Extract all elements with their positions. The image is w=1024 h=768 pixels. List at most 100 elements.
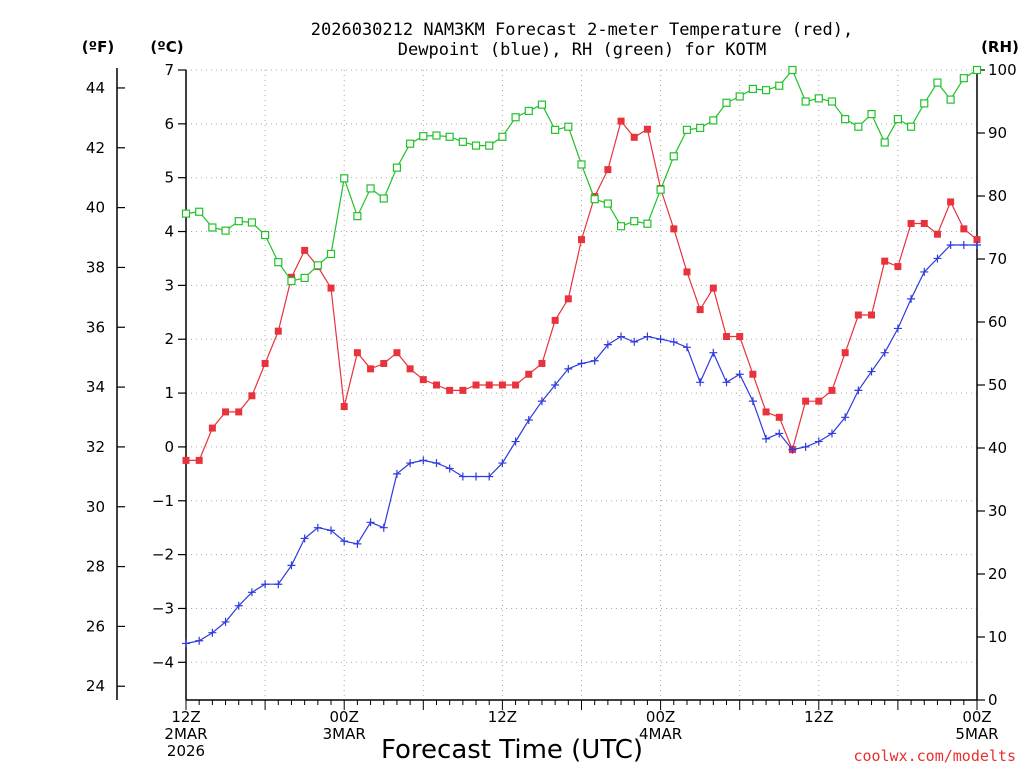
rh-tick-label: 30 (988, 502, 1007, 520)
rh-point (643, 219, 652, 228)
temperature-point (406, 365, 414, 373)
dewpoint-point (287, 561, 296, 570)
temperature-point (380, 359, 388, 367)
celsius-tick-label: −1 (152, 492, 174, 510)
celsius-unit-label: (ºC) (150, 38, 183, 56)
temperature-point (960, 225, 968, 233)
dewpoint-point (973, 241, 981, 249)
temperature-point (617, 117, 625, 125)
temperature-point (868, 311, 876, 319)
x-tick-label: 2026 (167, 742, 205, 760)
dewpoint-point (392, 469, 401, 478)
dewpoint-point (524, 416, 533, 424)
temperature-point (604, 166, 612, 174)
fahrenheit-unit-label: (ºF) (82, 38, 114, 56)
temperature-point (512, 381, 520, 389)
rh-point (234, 217, 243, 226)
dewpoint-point (327, 526, 336, 535)
dewpoint-point (564, 364, 573, 373)
rh-point (287, 276, 296, 286)
fahrenheit-tick-label: 34 (86, 378, 105, 396)
temperature-point (854, 311, 862, 319)
dewpoint-point (946, 241, 955, 249)
temperature-point (419, 376, 427, 384)
temperature-point (947, 198, 955, 206)
rh-tick-label: 60 (988, 313, 1007, 331)
rh-point (537, 100, 547, 109)
dewpoint-point (656, 335, 665, 344)
dewpoint-point (445, 464, 454, 473)
temperature-point (274, 327, 282, 335)
temperature-point (643, 125, 651, 133)
dewpoint-point (735, 370, 744, 379)
dewpoint-point (814, 437, 823, 446)
rh-point (564, 122, 573, 131)
rh-point (669, 152, 678, 161)
rh-point (656, 185, 665, 194)
dewpoint-point (762, 434, 771, 443)
x-tick-label: 00Z (962, 708, 991, 726)
dewpoint-point (208, 628, 217, 637)
dewpoint-point (195, 636, 204, 645)
dewpoint-point (498, 459, 507, 468)
temperature-point (235, 408, 243, 416)
temperature-point (736, 333, 744, 341)
rh-point (735, 92, 744, 101)
rh-point (326, 249, 336, 259)
rh-point (775, 81, 784, 90)
temperature-point (670, 225, 678, 233)
temperature-point (630, 133, 638, 141)
fahrenheit-tick-label: 36 (86, 318, 105, 336)
dewpoint-point (722, 378, 731, 387)
dewpoint-point (511, 437, 520, 446)
dewpoint-point (551, 381, 560, 389)
rh-point (603, 199, 612, 208)
temperature-point (538, 359, 546, 367)
rh-point (972, 65, 982, 75)
temperature-point (472, 381, 480, 389)
celsius-tick-label: 6 (164, 115, 174, 133)
x-tick-label: 00Z (330, 708, 359, 726)
rh-point (616, 222, 626, 231)
dewpoint-point (261, 580, 270, 589)
dewpoint-point (748, 397, 757, 406)
rh-point (353, 212, 362, 221)
dewpoint-point (537, 397, 546, 406)
dewpoint-point (247, 588, 256, 597)
temperature-point (564, 295, 572, 303)
dewpoint-point (920, 267, 929, 276)
rh-point (498, 132, 507, 141)
dewpoint-point (801, 442, 810, 451)
fahrenheit-tick-label: 32 (86, 438, 105, 456)
temperature-point (340, 403, 348, 411)
dewpoint-point (775, 429, 784, 438)
rh-unit-label: (RH) (981, 38, 1019, 56)
dewpoint-point (827, 429, 836, 438)
fahrenheit-tick-label: 40 (86, 199, 105, 217)
dewpoint-point (234, 601, 243, 610)
dewpoint-point (340, 537, 349, 546)
rh-point (340, 174, 349, 183)
x-axis-title: Forecast Time (UTC) (381, 735, 643, 765)
chart-axes: −4−3−2−101234567242628303234363840424401… (86, 61, 1017, 760)
rh-tick-label: 90 (988, 124, 1007, 142)
dewpoint-point (788, 445, 797, 454)
rh-point (933, 78, 942, 87)
dewpoint-point (472, 472, 481, 481)
celsius-tick-label: 5 (164, 169, 174, 187)
rh-tick-label: 70 (988, 250, 1007, 268)
dewpoint-point (182, 639, 190, 648)
rh-point (630, 217, 639, 226)
temperature-point (841, 349, 849, 357)
x-tick-label: 3MAR (323, 725, 366, 743)
dewpoint-point (313, 523, 322, 532)
x-tick-label: 12Z (804, 708, 833, 726)
fahrenheit-tick-label: 38 (86, 258, 105, 276)
rh-point (920, 99, 929, 108)
rh-point (195, 207, 204, 216)
celsius-tick-label: 0 (164, 438, 174, 456)
rh-point (181, 209, 191, 218)
dewpoint-point (617, 332, 626, 341)
dewpoint-series-line (185, 244, 977, 645)
temperature-point (551, 316, 559, 324)
